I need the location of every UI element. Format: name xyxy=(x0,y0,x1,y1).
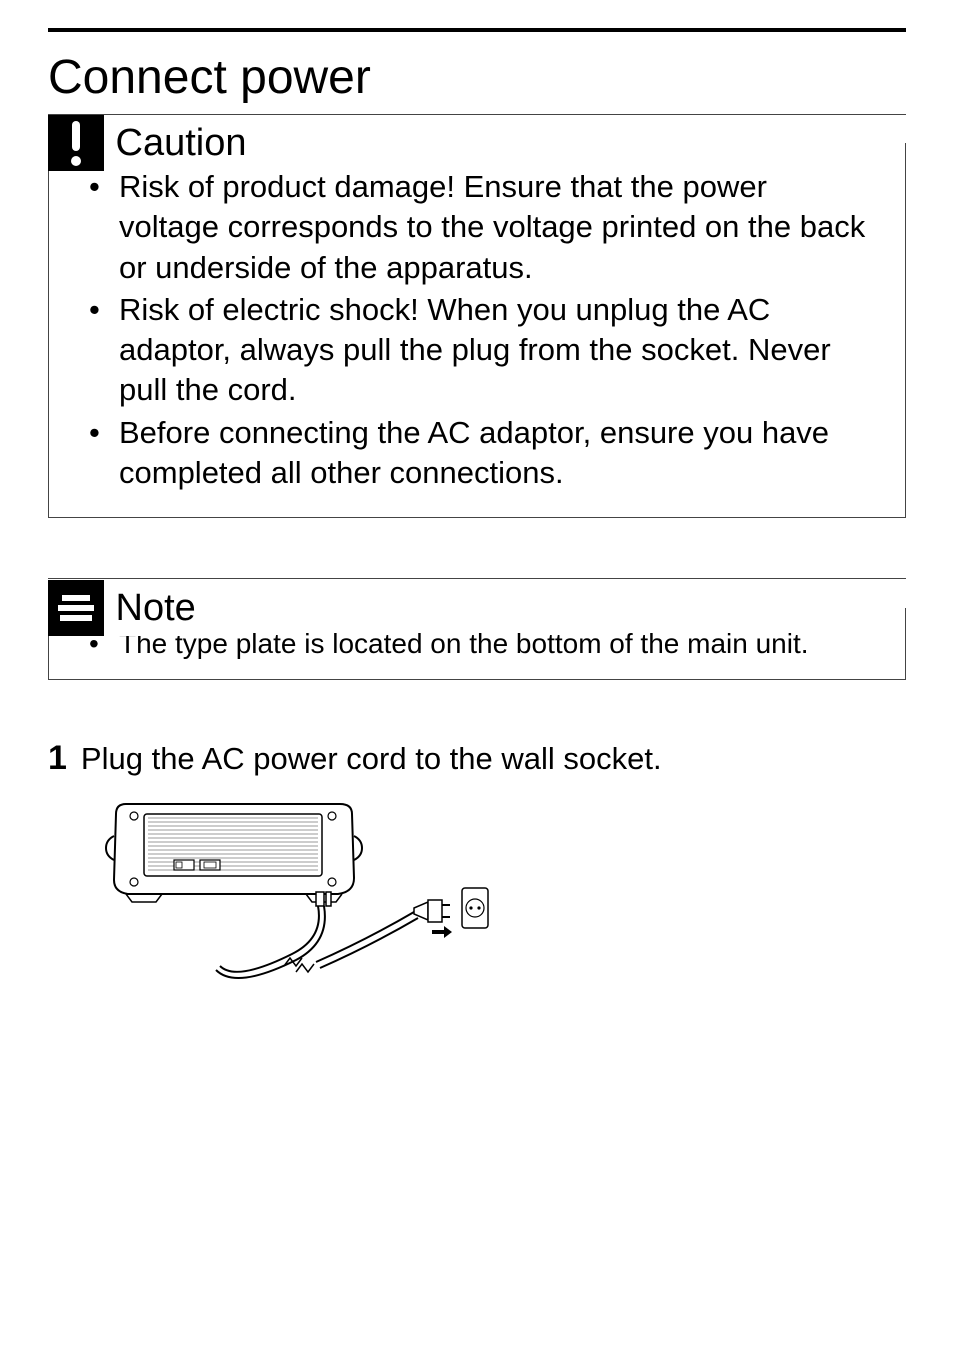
caution-item: • Before connecting the AC adaptor, ensu… xyxy=(89,413,875,494)
caution-body: Caution • Risk of product damage! Ensure… xyxy=(48,143,906,518)
caution-item-text: Risk of electric shock! When you unplug … xyxy=(119,290,875,411)
bullet-icon: • xyxy=(89,290,119,411)
note-item-text: The type plate is located on the bottom … xyxy=(119,626,875,662)
note-body: Note • The type plate is located on the … xyxy=(48,608,906,679)
bullet-icon: • xyxy=(89,413,119,494)
step-row: 1 Plug the AC power cord to the wall soc… xyxy=(48,739,906,778)
caution-header: Caution xyxy=(48,115,257,171)
top-rule xyxy=(48,28,906,32)
caution-icon xyxy=(48,115,104,171)
caution-item: • Risk of product damage! Ensure that th… xyxy=(89,167,875,288)
power-diagram xyxy=(96,792,906,997)
step-text: Plug the AC power cord to the wall socke… xyxy=(81,741,906,777)
note-icon xyxy=(48,580,104,636)
step-number: 1 xyxy=(48,739,67,778)
caution-item-text: Risk of product damage! Ensure that the … xyxy=(119,167,875,288)
caution-list: • Risk of product damage! Ensure that th… xyxy=(89,167,875,493)
caution-item-text: Before connecting the AC adaptor, ensure… xyxy=(119,413,875,494)
spacer xyxy=(48,709,906,739)
note-box: Note • The type plate is located on the … xyxy=(48,607,906,708)
caution-box: Caution • Risk of product damage! Ensure… xyxy=(48,143,906,547)
note-list: • The type plate is located on the botto… xyxy=(89,626,875,662)
note-item: • The type plate is located on the botto… xyxy=(89,626,875,662)
caution-title: Caution xyxy=(116,122,247,165)
note-header: Note xyxy=(48,580,206,636)
note-title: Note xyxy=(116,587,196,630)
section-title: Connect power xyxy=(48,50,906,105)
caution-item: • Risk of electric shock! When you unplu… xyxy=(89,290,875,411)
bullet-icon: • xyxy=(89,167,119,288)
